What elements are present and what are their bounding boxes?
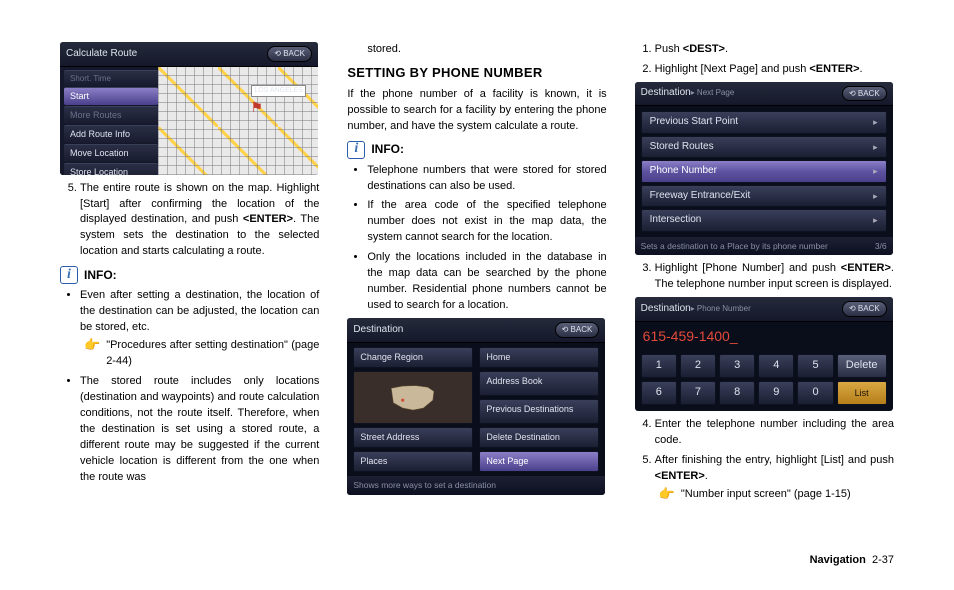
menu-cell: Next Page xyxy=(479,451,599,472)
menu-cell: Street Address xyxy=(353,427,473,448)
cross-reference: 👉 "Procedures after setting destination"… xyxy=(84,338,319,370)
phone-number-display: 615-459-1400_ xyxy=(635,322,893,350)
menu-cell: Delete Destination xyxy=(479,427,599,448)
digit-key: 8 xyxy=(719,381,755,405)
back-button: ⟲ BACK xyxy=(842,301,887,317)
digit-key: 4 xyxy=(758,354,794,378)
digit-key: 2 xyxy=(680,354,716,378)
step-1: Push <DEST>. xyxy=(655,42,894,58)
info-bullet: Only the locations included in the datab… xyxy=(367,250,606,314)
menu-item: Intersection▸ xyxy=(641,209,887,232)
list-key: List xyxy=(837,381,887,405)
reference-icon: 👉 xyxy=(659,487,675,503)
step-2: Highlight [Next Page] and push <ENTER>. xyxy=(655,62,894,78)
back-button: ⟲ BACK xyxy=(842,86,887,102)
menu-cell: Places xyxy=(353,451,473,472)
column-2: stored. SETTING BY PHONE NUMBER If the p… xyxy=(347,42,606,507)
screen-phone-keypad: Destination▸ Phone Number ⟲ BACK 615-459… xyxy=(635,297,893,411)
column-3: Push <DEST>. Highlight [Next Page] and p… xyxy=(635,42,894,507)
info-bullet: If the area code of the specified teleph… xyxy=(367,198,606,246)
menu-item: Phone Number▸ xyxy=(641,160,887,183)
back-button: ⟲ BACK xyxy=(555,322,600,338)
menu-item: Store Location xyxy=(64,163,158,174)
info-heading: i INFO: xyxy=(60,266,319,284)
screen-destination-list: Destination▸ Next Page ⟲ BACK Previous S… xyxy=(635,82,893,255)
step-4: Enter the telephone number including the… xyxy=(655,417,894,449)
digit-key: 0 xyxy=(797,381,833,405)
info-icon: i xyxy=(347,141,365,159)
step-3: Highlight [Phone Number] and push <ENTER… xyxy=(655,261,894,293)
reference-icon: 👉 xyxy=(84,338,100,370)
delete-key: Delete xyxy=(837,354,887,378)
digit-key: 6 xyxy=(641,381,677,405)
section-heading: SETTING BY PHONE NUMBER xyxy=(347,64,606,83)
back-button: ⟲ BACK xyxy=(267,46,312,62)
map-preview: LOS ANGELES ⚑ xyxy=(158,67,318,175)
menu-cell: Change Region xyxy=(353,347,473,368)
menu-item: Move Location xyxy=(64,144,158,162)
info-bullet: Telephone numbers that were stored for s… xyxy=(367,163,606,195)
digit-key: 7 xyxy=(680,381,716,405)
step-5b: After finishing the entry, highlight [Li… xyxy=(655,453,894,503)
info-icon: i xyxy=(60,266,78,284)
screen-calculate-route: Calculate Route ⟲ BACK Short. Time Start… xyxy=(60,42,318,175)
digit-key: 5 xyxy=(797,354,833,378)
info-heading: i INFO: xyxy=(347,141,606,159)
page-footer: Navigation 2-37 xyxy=(810,554,894,566)
column-1: Calculate Route ⟲ BACK Short. Time Start… xyxy=(60,42,319,507)
digit-key: 1 xyxy=(641,354,677,378)
menu-cell: Home xyxy=(479,347,599,368)
menu-item: Stored Routes▸ xyxy=(641,136,887,159)
screen-destination-grid: Destination ⟲ BACK Change RegionHomeAddr… xyxy=(347,318,605,495)
menu-item: Add Route Info xyxy=(64,125,158,143)
digit-key: 9 xyxy=(758,381,794,405)
menu-item: Previous Start Point▸ xyxy=(641,111,887,134)
cross-reference: 👉 "Number input screen" (page 1-15) xyxy=(659,487,894,503)
menu-cell: Address Book xyxy=(479,371,599,396)
map-pin-icon: ⚑ xyxy=(250,97,263,117)
digit-key: 3 xyxy=(719,354,755,378)
info-bullet: Even after setting a destination, the lo… xyxy=(80,288,319,370)
menu-cell xyxy=(353,371,473,424)
menu-item: Start xyxy=(64,87,158,105)
intro-paragraph: If the phone number of a facility is kno… xyxy=(347,87,606,135)
screen1-menu: Short. Time StartMore RoutesAdd Route In… xyxy=(60,67,158,175)
screen1-title: Calculate Route xyxy=(66,47,137,62)
menu-cell: Previous Destinations xyxy=(479,399,599,424)
info-bullet: The stored route includes only locations… xyxy=(80,374,319,486)
menu-item: More Routes xyxy=(64,106,158,124)
menu-item: Freeway Entrance/Exit▸ xyxy=(641,185,887,208)
step-5: The entire route is shown on the map. Hi… xyxy=(80,181,319,261)
